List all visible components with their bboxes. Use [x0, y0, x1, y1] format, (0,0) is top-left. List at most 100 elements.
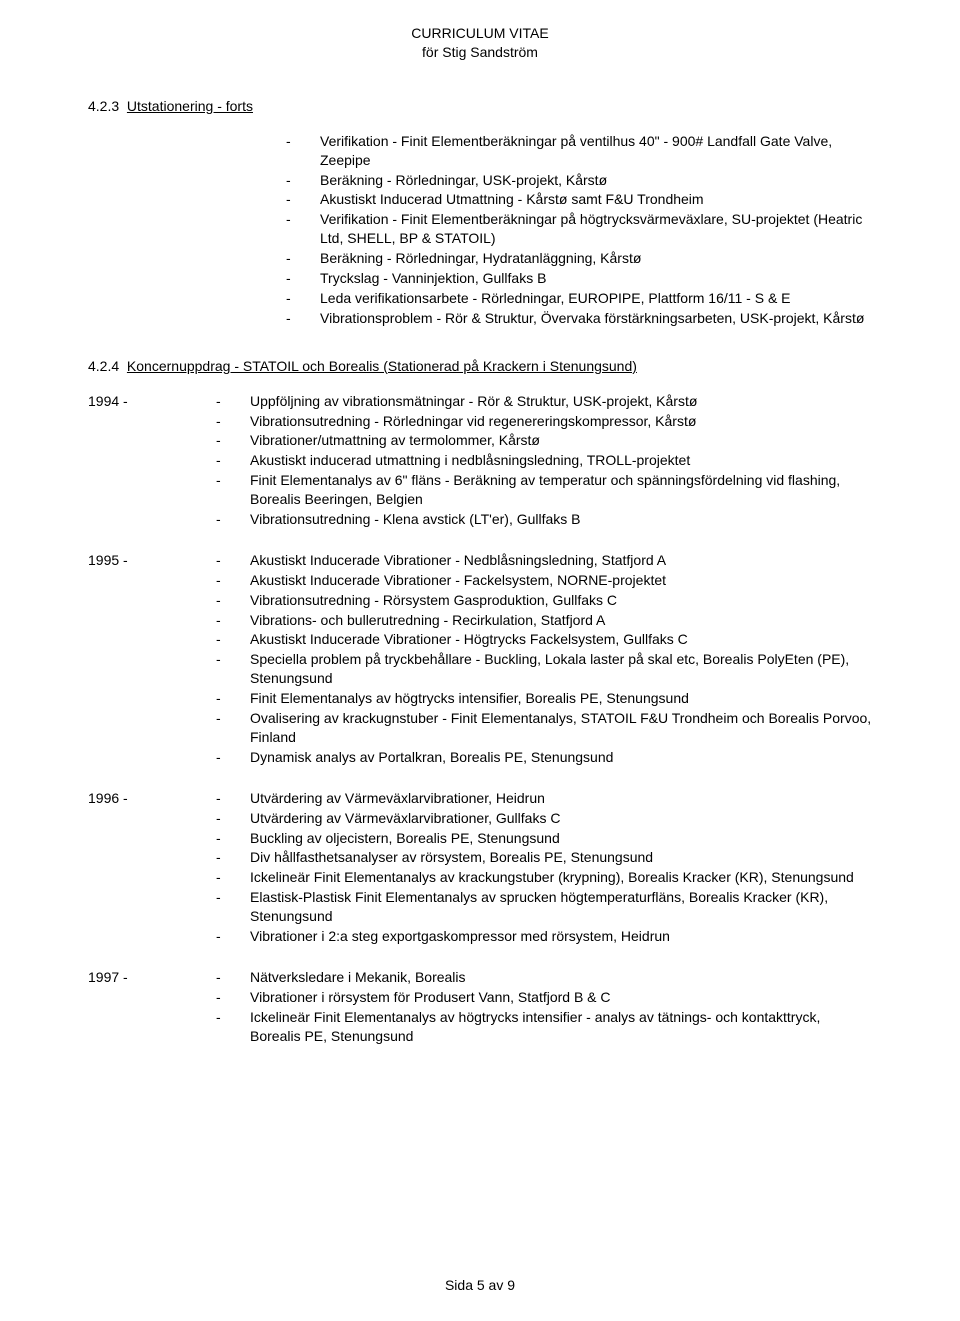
list-item: -Vibrations- och bullerutredning - Recir…	[88, 611, 872, 630]
bullet-text: Beräkning - Rörledningar, USK-projekt, K…	[320, 171, 872, 190]
bullet-text: Verifikation - Finit Elementberäkningar …	[320, 210, 872, 248]
year-label	[88, 510, 216, 529]
bullet-text: Vibrationsproblem - Rör & Struktur, Över…	[320, 309, 872, 328]
bullet-text: Vibrations- och bullerutredning - Recirk…	[250, 611, 872, 630]
year-block: 1996 --Utvärdering av Värmeväxlarvibrati…	[88, 789, 872, 946]
bullet-text: Uppföljning av vibrationsmätningar - Rör…	[250, 392, 872, 411]
header-line-2: för Stig Sandström	[88, 43, 872, 62]
list-item: 1996 --Utvärdering av Värmeväxlarvibrati…	[88, 789, 872, 808]
list-item: -Finit Elementanalys av högtrycks intens…	[88, 689, 872, 708]
bullet-text: Nätverksledare i Mekanik, Borealis	[250, 968, 872, 987]
bullet-dash: -	[216, 868, 250, 887]
list-item: -Beräkning - Rörledningar, Hydratanläggn…	[286, 249, 872, 268]
list-item: -Verifikation - Finit Elementberäkningar…	[286, 132, 872, 170]
bullet-dash: -	[216, 650, 250, 688]
bullet-text: Vibrationsutredning - Klena avstick (LT'…	[250, 510, 872, 529]
bullet-dash: -	[216, 471, 250, 509]
bullet-text: Ovalisering av krackugnstuber - Finit El…	[250, 709, 872, 747]
year-label	[88, 650, 216, 688]
year-label	[88, 829, 216, 848]
year-label	[88, 571, 216, 590]
year-label	[88, 988, 216, 1007]
bullet-text: Utvärdering av Värmeväxlarvibrationer, H…	[250, 789, 872, 808]
list-item: -Leda verifikationsarbete - Rörledningar…	[286, 289, 872, 308]
bullet-text: Vibrationsutredning - Rörledningar vid r…	[250, 412, 872, 431]
year-label	[88, 471, 216, 509]
bullet-text: Akustiskt Inducerade Vibrationer - Facke…	[250, 571, 872, 590]
bullet-text: Akustiskt Inducerad Utmattning - Kårstø …	[320, 190, 872, 209]
page: CURRICULUM VITAE för Stig Sandström 4.2.…	[0, 0, 960, 1321]
bullet-text: Akustiskt inducerad utmattning i nedblås…	[250, 451, 872, 470]
bullet-text: Ickelineär Finit Elementanalys av högtry…	[250, 1008, 872, 1046]
bullet-dash: -	[286, 309, 320, 328]
bullet-dash: -	[216, 848, 250, 867]
section-423-title: Utstationering - forts	[127, 98, 253, 114]
bullet-text: Akustiskt Inducerade Vibrationer - Högtr…	[250, 630, 872, 649]
bullet-dash: -	[216, 789, 250, 808]
list-item: -Speciella problem på tryckbehållare - B…	[88, 650, 872, 688]
bullet-text: Dynamisk analys av Portalkran, Borealis …	[250, 748, 872, 767]
year-block: 1997 --Nätverksledare i Mekanik, Boreali…	[88, 968, 872, 1046]
list-item: -Ickelineär Finit Elementanalys av högtr…	[88, 1008, 872, 1046]
section-423-heading: 4.2.3 Utstationering - forts	[88, 98, 872, 114]
list-item: -Akustiskt inducerad utmattning i nedblå…	[88, 451, 872, 470]
year-label	[88, 630, 216, 649]
list-item: -Akustiskt Inducerade Vibrationer - Högt…	[88, 630, 872, 649]
list-item: -Dynamisk analys av Portalkran, Borealis…	[88, 748, 872, 767]
bullet-dash: -	[216, 968, 250, 987]
list-item: -Elastisk-Plastisk Finit Elementanalys a…	[88, 888, 872, 926]
page-footer: Sida 5 av 9	[0, 1277, 960, 1293]
document-header: CURRICULUM VITAE för Stig Sandström	[88, 24, 872, 62]
bullet-dash: -	[286, 132, 320, 170]
bullet-text: Vibrationsutredning - Rörsystem Gasprodu…	[250, 591, 872, 610]
bullet-dash: -	[216, 689, 250, 708]
header-line-1: CURRICULUM VITAE	[88, 24, 872, 43]
list-item: -Finit Elementanalys av 6" fläns - Beräk…	[88, 471, 872, 509]
bullet-text: Verifikation - Finit Elementberäkningar …	[320, 132, 872, 170]
list-item: 1994 --Uppföljning av vibrationsmätninga…	[88, 392, 872, 411]
bullet-dash: -	[216, 630, 250, 649]
bullet-dash: -	[216, 551, 250, 570]
section-424-number: 4.2.4	[88, 358, 119, 374]
year-label	[88, 809, 216, 828]
bullet-dash: -	[216, 392, 250, 411]
year-label: 1997 -	[88, 968, 216, 987]
bullet-dash: -	[216, 412, 250, 431]
bullet-dash: -	[216, 571, 250, 590]
list-item: -Vibrationer i rörsystem för Produsert V…	[88, 988, 872, 1007]
list-item: -Vibrationsutredning - Klena avstick (LT…	[88, 510, 872, 529]
bullet-dash: -	[216, 451, 250, 470]
bullet-dash: -	[216, 829, 250, 848]
bullet-text: Vibrationer i rörsystem för Produsert Va…	[250, 988, 872, 1007]
section-423-number: 4.2.3	[88, 98, 119, 114]
year-label	[88, 412, 216, 431]
bullet-dash: -	[216, 1008, 250, 1046]
list-item: -Tryckslag - Vanninjektion, Gullfaks B	[286, 269, 872, 288]
list-item: -Buckling av oljecistern, Borealis PE, S…	[88, 829, 872, 848]
bullet-text: Utvärdering av Värmeväxlarvibrationer, G…	[250, 809, 872, 828]
list-item: -Div hållfasthetsanalyser av rörsystem, …	[88, 848, 872, 867]
bullet-text: Akustiskt Inducerade Vibrationer - Nedbl…	[250, 551, 872, 570]
list-item: -Akustiskt Inducerad Utmattning - Kårstø…	[286, 190, 872, 209]
bullet-dash: -	[286, 171, 320, 190]
bullet-dash: -	[286, 210, 320, 248]
year-label	[88, 709, 216, 747]
list-item: -Vibrationer/utmattning av termolommer, …	[88, 431, 872, 450]
list-item: -Beräkning - Rörledningar, USK-projekt, …	[286, 171, 872, 190]
bullet-dash: -	[216, 611, 250, 630]
list-item: -Vibrationsutredning - Rörsystem Gasprod…	[88, 591, 872, 610]
bullet-dash: -	[216, 510, 250, 529]
year-label	[88, 927, 216, 946]
list-item: -Utvärdering av Värmeväxlarvibrationer, …	[88, 809, 872, 828]
bullet-dash: -	[216, 709, 250, 747]
bullet-text: Finit Elementanalys av 6" fläns - Beräkn…	[250, 471, 872, 509]
section-424-title: Koncernuppdrag - STATOIL och Borealis (S…	[127, 358, 637, 374]
year-label: 1996 -	[88, 789, 216, 808]
list-item: -Ovalisering av krackugnstuber - Finit E…	[88, 709, 872, 747]
list-item: 1997 --Nätverksledare i Mekanik, Boreali…	[88, 968, 872, 987]
year-label	[88, 689, 216, 708]
bullet-text: Buckling av oljecistern, Borealis PE, St…	[250, 829, 872, 848]
list-item: 1995 --Akustiskt Inducerade Vibrationer …	[88, 551, 872, 570]
bullet-dash: -	[286, 269, 320, 288]
bullet-text: Vibrationer i 2:a steg exportgaskompress…	[250, 927, 872, 946]
